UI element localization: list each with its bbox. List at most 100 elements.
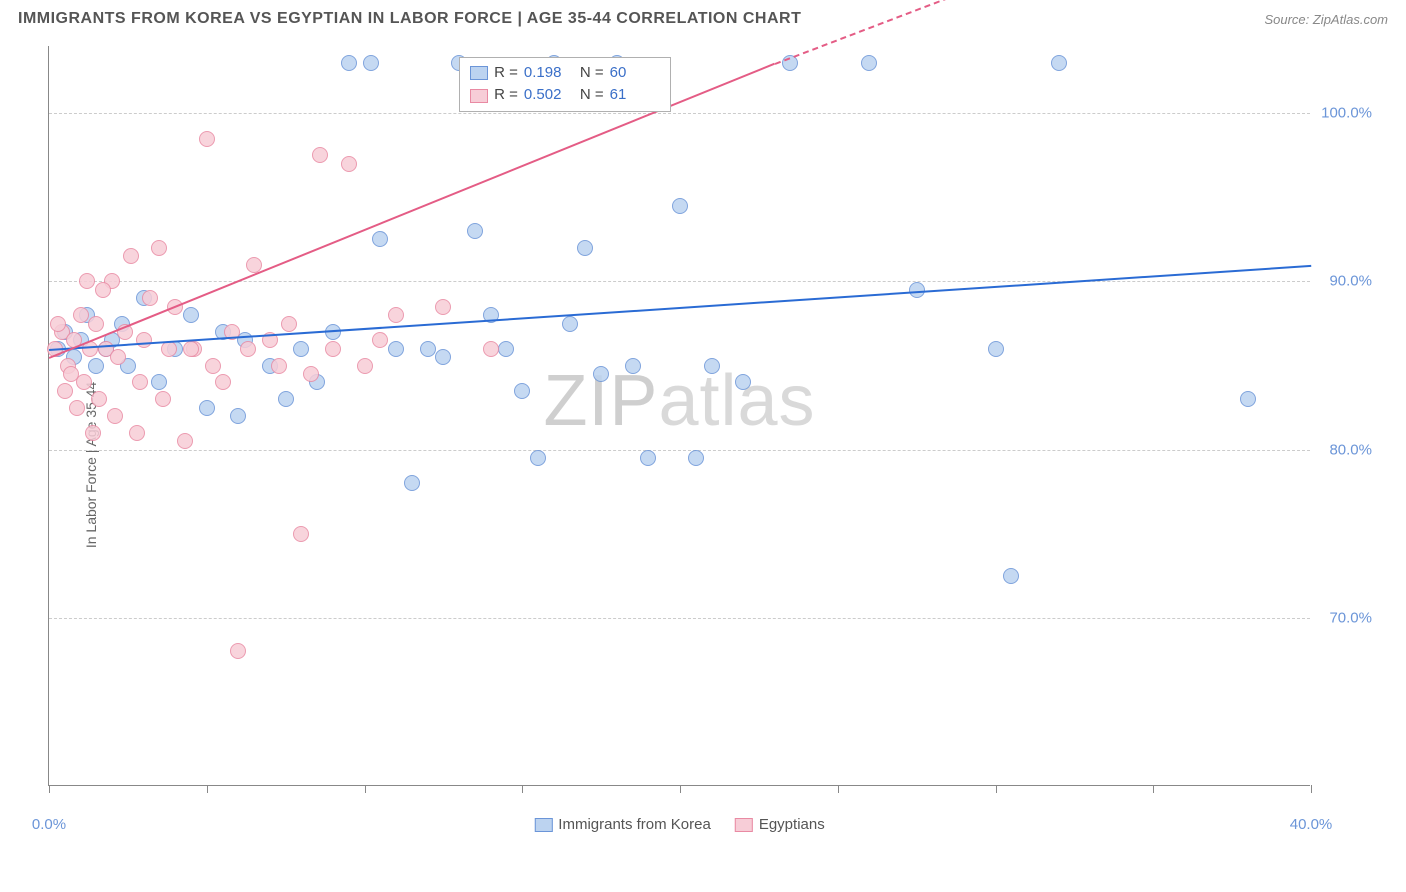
x-tick [996, 785, 997, 793]
data-point [136, 332, 152, 348]
data-point [562, 316, 578, 332]
data-point [435, 349, 451, 365]
data-point [151, 240, 167, 256]
data-point [281, 316, 297, 332]
gridline-horizontal [49, 450, 1310, 451]
legend-item: Egyptians [735, 816, 825, 833]
data-point [312, 147, 328, 163]
data-point [593, 366, 609, 382]
legend-swatch [470, 89, 488, 103]
data-point [85, 425, 101, 441]
x-tick-label: 0.0% [32, 816, 66, 833]
data-point [73, 307, 89, 323]
data-point [303, 366, 319, 382]
data-point [271, 358, 287, 374]
stats-row: R =0.502N =61 [470, 84, 660, 107]
data-point [199, 131, 215, 147]
data-point [293, 526, 309, 542]
data-point [498, 341, 514, 357]
data-point [388, 307, 404, 323]
data-point [483, 341, 499, 357]
data-point [420, 341, 436, 357]
data-point [372, 231, 388, 247]
x-tick [49, 785, 50, 793]
stats-row: R = 0.198 N = 60 [470, 62, 660, 85]
data-point [357, 358, 373, 374]
data-point [625, 358, 641, 374]
data-point [88, 358, 104, 374]
data-point [199, 400, 215, 416]
r-value: 0.502 [524, 84, 574, 107]
legend-item: Immigrants from Korea [534, 816, 711, 833]
r-label: R = [494, 84, 518, 107]
data-point [861, 55, 877, 71]
series-legend: Immigrants from Korea Egyptians [534, 816, 824, 833]
data-point [155, 391, 171, 407]
data-point [88, 316, 104, 332]
data-point [514, 383, 530, 399]
legend-swatch [735, 818, 753, 832]
x-tick [838, 785, 839, 793]
x-tick [522, 785, 523, 793]
source-label: Source: ZipAtlas.com [1264, 12, 1388, 27]
data-point [123, 248, 139, 264]
data-point [278, 391, 294, 407]
data-point [129, 425, 145, 441]
n-label: N = [580, 84, 604, 107]
data-point [240, 341, 256, 357]
legend-swatch [534, 818, 552, 832]
data-point [735, 374, 751, 390]
data-point [1051, 55, 1067, 71]
gridline-horizontal [49, 113, 1310, 114]
legend-label: Immigrants from Korea [558, 816, 711, 833]
y-tick-label: 80.0% [1329, 441, 1372, 458]
data-point [363, 55, 379, 71]
data-point [151, 374, 167, 390]
data-point [404, 475, 420, 491]
data-point [95, 282, 111, 298]
data-point [293, 341, 309, 357]
watermark: ZIPatlas [543, 360, 815, 442]
data-point [1003, 568, 1019, 584]
chart-container: In Labor Force | Age 35-44 ZIPatlas 70.0… [0, 38, 1406, 892]
stats-legend: R =0.198N =60R =0.502N =61 [459, 57, 671, 112]
y-tick-label: 90.0% [1329, 273, 1372, 290]
x-tick [207, 785, 208, 793]
data-point [530, 450, 546, 466]
data-point [341, 156, 357, 172]
data-point [341, 55, 357, 71]
data-point [640, 450, 656, 466]
n-value: 60 [610, 62, 660, 85]
data-point [230, 643, 246, 659]
plot-area: ZIPatlas 70.0%80.0%90.0%100.0%0.0%40.0%R… [48, 46, 1310, 786]
data-point [704, 358, 720, 374]
data-point [325, 341, 341, 357]
data-point [467, 223, 483, 239]
data-point [110, 349, 126, 365]
data-point [215, 374, 231, 390]
data-point [577, 240, 593, 256]
x-tick [680, 785, 681, 793]
data-point [1240, 391, 1256, 407]
data-point [63, 366, 79, 382]
data-point [388, 341, 404, 357]
data-point [435, 299, 451, 315]
x-tick [1153, 785, 1154, 793]
legend-label: Egyptians [759, 816, 825, 833]
data-point [91, 391, 107, 407]
gridline-horizontal [49, 618, 1310, 619]
r-value: 0.198 [524, 62, 574, 85]
data-point [372, 332, 388, 348]
chart-title: IMMIGRANTS FROM KOREA VS EGYPTIAN IN LAB… [18, 10, 801, 28]
data-point [79, 273, 95, 289]
x-tick [1311, 785, 1312, 793]
header: IMMIGRANTS FROM KOREA VS EGYPTIAN IN LAB… [0, 0, 1406, 34]
x-tick-label: 40.0% [1290, 816, 1333, 833]
legend-swatch [470, 66, 488, 80]
n-label: N = [580, 62, 604, 85]
y-tick-label: 70.0% [1329, 609, 1372, 626]
r-label: R = [494, 62, 518, 85]
data-point [107, 408, 123, 424]
x-tick [365, 785, 366, 793]
data-point [672, 198, 688, 214]
